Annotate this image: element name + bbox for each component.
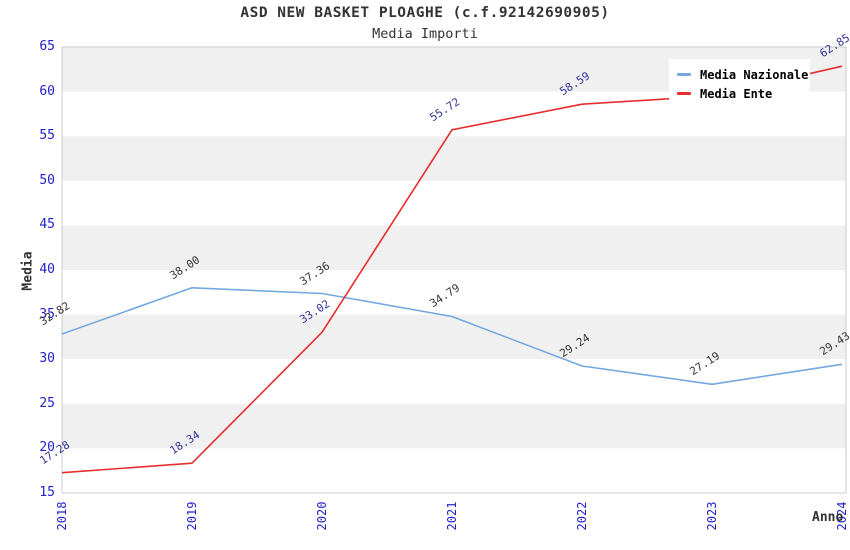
y-tick-label: 15 bbox=[39, 485, 55, 500]
line-swatch-icon bbox=[677, 73, 691, 76]
y-tick-label: 55 bbox=[39, 128, 55, 144]
x-tick-label: 2020 bbox=[315, 501, 329, 531]
legend-label: Media Nazionale bbox=[700, 67, 809, 82]
chart-subtitle: Media Importi bbox=[372, 26, 478, 42]
y-axis-title: Media bbox=[20, 251, 36, 291]
y-tick-label: 60 bbox=[39, 83, 55, 99]
x-tick-label: 2023 bbox=[705, 501, 719, 531]
y-tick-label: 65 bbox=[39, 39, 55, 54]
line-swatch-icon bbox=[677, 92, 691, 95]
y-tick-label: 50 bbox=[39, 172, 55, 188]
y-tick-label: 40 bbox=[39, 262, 55, 277]
legend-item-media-nazionale: Media Nazionale bbox=[669, 65, 810, 84]
legend: Media Nazionale Media Ente bbox=[669, 59, 810, 109]
y-tick-label: 45 bbox=[39, 217, 55, 233]
y-tick-label: 35 bbox=[39, 306, 55, 322]
legend-label: Media Ente bbox=[700, 86, 773, 101]
x-axis-title: Anno bbox=[812, 510, 844, 525]
x-tick-label: 2021 bbox=[445, 501, 459, 531]
y-tick-label: 30 bbox=[39, 351, 55, 367]
x-tick-label: 2018 bbox=[55, 501, 69, 531]
y-tick-label: 20 bbox=[39, 440, 55, 456]
y-tick-label: 25 bbox=[39, 395, 55, 411]
x-tick-label: 2019 bbox=[185, 501, 199, 531]
chart-title: ASD NEW BASKET PLOAGHE (c.f.92142690905) bbox=[240, 5, 610, 21]
x-tick-label: 2022 bbox=[575, 501, 589, 531]
legend-item-media-ente: Media Ente bbox=[669, 84, 810, 103]
